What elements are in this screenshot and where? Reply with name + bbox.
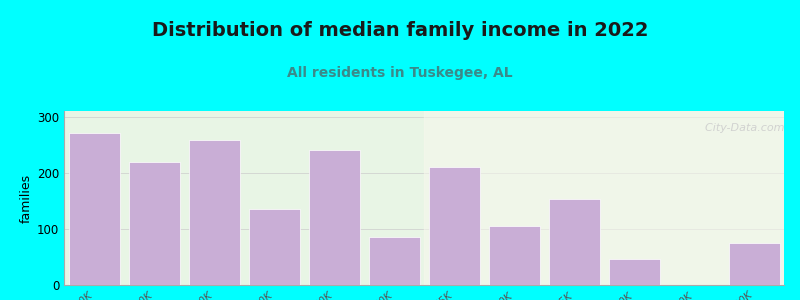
Bar — [549, 199, 599, 285]
Bar — [249, 209, 299, 285]
Bar — [489, 226, 539, 285]
Text: City-Data.com: City-Data.com — [698, 123, 784, 133]
Text: Distribution of median family income in 2022: Distribution of median family income in … — [152, 21, 648, 40]
Bar — [729, 243, 779, 285]
Bar — [429, 167, 479, 285]
Bar — [609, 259, 659, 285]
Text: All residents in Tuskegee, AL: All residents in Tuskegee, AL — [287, 66, 513, 80]
Y-axis label: families: families — [20, 173, 33, 223]
Bar — [369, 237, 419, 285]
Bar — [69, 134, 119, 285]
Bar — [189, 140, 239, 285]
Bar — [309, 150, 359, 285]
Bar — [129, 161, 179, 285]
